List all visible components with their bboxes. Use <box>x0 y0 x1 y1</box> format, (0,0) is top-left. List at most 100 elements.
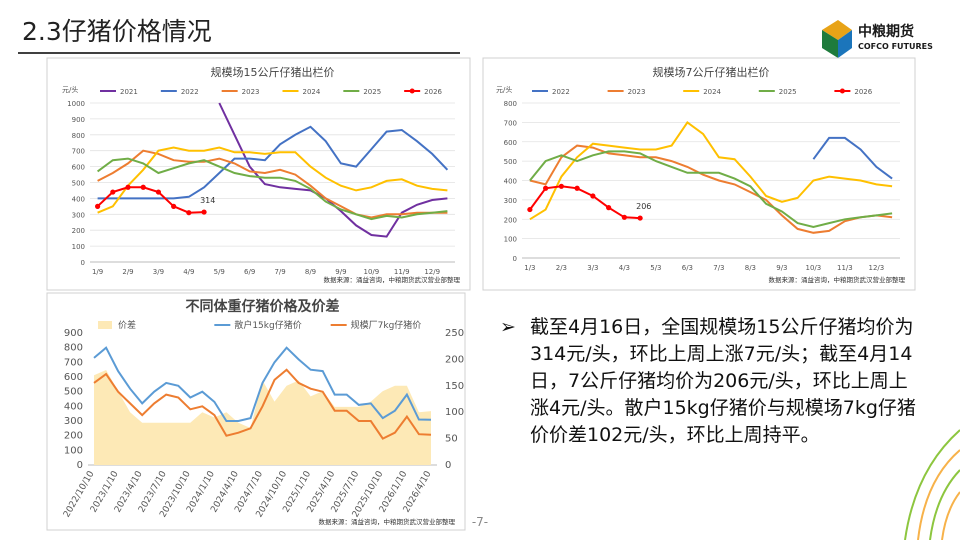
y-tick-label: 900 <box>64 328 83 339</box>
y-tick-label: 700 <box>72 148 85 156</box>
x-tick-label: 6/9 <box>244 268 255 276</box>
point <box>590 193 596 199</box>
x-tick-label: 7/9 <box>274 268 285 276</box>
bullet-arrow: ➢ <box>500 316 516 338</box>
legend-label: 2026 <box>854 88 872 96</box>
y-tick-label: 100 <box>64 445 83 456</box>
legend-marker <box>839 88 845 94</box>
bullet-point: ➢ 截至4月16日，全国规模场15公斤仔猪均价为314元/头，环比上周上涨7元/头… <box>500 314 920 449</box>
x-tick-label: 2/3 <box>556 264 567 272</box>
line <box>529 150 893 229</box>
legend-label: 2021 <box>120 88 138 96</box>
y2-tick-label: 200 <box>445 354 464 365</box>
y-tick-label: 800 <box>72 132 85 140</box>
point <box>140 184 146 190</box>
legend-label: 2025 <box>779 88 797 96</box>
legend-label: 2023 <box>242 88 260 96</box>
source-note: 数据来源：涌益咨询，中粮期货武汉营业部整理 <box>324 275 461 284</box>
y-tick-label: 600 <box>64 372 83 383</box>
legend-label: 2025 <box>363 88 381 96</box>
y-tick-label: 800 <box>504 100 517 108</box>
point <box>186 210 192 216</box>
legend-label: 价差 <box>118 319 136 331</box>
legend-label: 2022 <box>181 88 199 96</box>
x-tick-label: 5/9 <box>214 268 225 276</box>
y-tick-label: 0 <box>513 255 517 263</box>
y-tick-label: 100 <box>72 243 85 251</box>
line <box>93 346 432 422</box>
legend-label: 2022 <box>552 88 570 96</box>
x-tick-label: 12/3 <box>869 264 885 272</box>
source-note: 数据来源：涌益咨询，中粮期货武汉营业部整理 <box>769 275 906 284</box>
point <box>95 203 101 209</box>
bullet-text: 截至4月16日，全国规模场15公斤仔猪均价为314元/头，环比上周上涨7元/头；… <box>530 316 916 446</box>
y-tick-label: 100 <box>504 236 517 244</box>
line <box>97 146 448 214</box>
x-tick-label: 9/9 <box>335 268 346 276</box>
y2-tick-label: 250 <box>445 328 464 339</box>
x-tick-label: 11/9 <box>394 268 410 276</box>
logo-name: 中粮期货 <box>858 23 914 40</box>
y-tick-label: 500 <box>504 158 517 166</box>
y-tick-label: 300 <box>72 211 85 219</box>
y-tick-label: 300 <box>504 197 517 205</box>
y-tick-label: 700 <box>64 357 83 368</box>
point <box>574 185 580 191</box>
line <box>93 368 432 440</box>
y2-tick-label: 100 <box>445 407 464 418</box>
chart-frame <box>482 57 916 291</box>
y-tick-label: 200 <box>72 227 85 235</box>
data-label: 314 <box>200 196 215 205</box>
y2-tick-label: 150 <box>445 381 464 392</box>
y-axis-label: 元/头 <box>496 85 512 94</box>
point <box>558 183 564 189</box>
y-tick-label: 400 <box>64 401 83 412</box>
line <box>529 120 893 221</box>
data-label: 206 <box>636 202 651 211</box>
line <box>812 136 893 180</box>
point <box>155 189 162 195</box>
page-number: -7- <box>472 515 488 529</box>
chart-title: 规模场7公斤仔猪出栏价 <box>653 65 770 79</box>
logo-en: COFCO FUTURES <box>858 42 933 51</box>
y-tick-label: 0 <box>77 460 83 471</box>
x-tick-label: 4/9 <box>183 268 194 276</box>
y-tick-label: 800 <box>64 343 83 354</box>
area <box>94 370 431 465</box>
y-tick-label: 0 <box>81 259 85 267</box>
y-tick-label: 500 <box>64 387 83 398</box>
legend-label: 2023 <box>628 88 646 96</box>
x-tick-label: 8/3 <box>745 264 756 272</box>
x-tick-label: 9/3 <box>776 264 787 272</box>
x-tick-label: 12/9 <box>424 268 440 276</box>
y-tick-label: 500 <box>72 180 85 188</box>
point <box>621 214 627 220</box>
y2-tick-label: 50 <box>445 434 458 445</box>
y-tick-label: 200 <box>64 431 83 442</box>
legend-label: 2026 <box>424 88 442 96</box>
slide-title: 2.3仔猪价格情况 <box>22 17 212 46</box>
y-tick-label: 600 <box>72 164 85 172</box>
point <box>125 184 131 190</box>
point <box>110 189 116 195</box>
chart-title: 不同体重仔猪价格及价差 <box>186 298 340 315</box>
x-tick-label: 5/3 <box>650 264 661 272</box>
legend-marker <box>409 88 415 94</box>
x-tick-label: 8/9 <box>305 268 316 276</box>
point <box>543 185 549 191</box>
y-tick-label: 600 <box>504 139 517 147</box>
legend-label: 2024 <box>703 88 721 96</box>
y-tick-label: 700 <box>504 119 517 127</box>
y-tick-label: 300 <box>64 416 83 427</box>
legend-swatch <box>98 321 112 329</box>
x-tick-label: 2/9 <box>122 268 133 276</box>
logo: 中粮期货 COFCO FUTURES <box>822 20 933 58</box>
y-tick-label: 1000 <box>67 100 85 108</box>
x-tick-label: 10/9 <box>363 268 379 276</box>
y-tick-label: 900 <box>72 116 85 124</box>
legend-label: 规模厂7kg仔猪价 <box>351 319 422 331</box>
